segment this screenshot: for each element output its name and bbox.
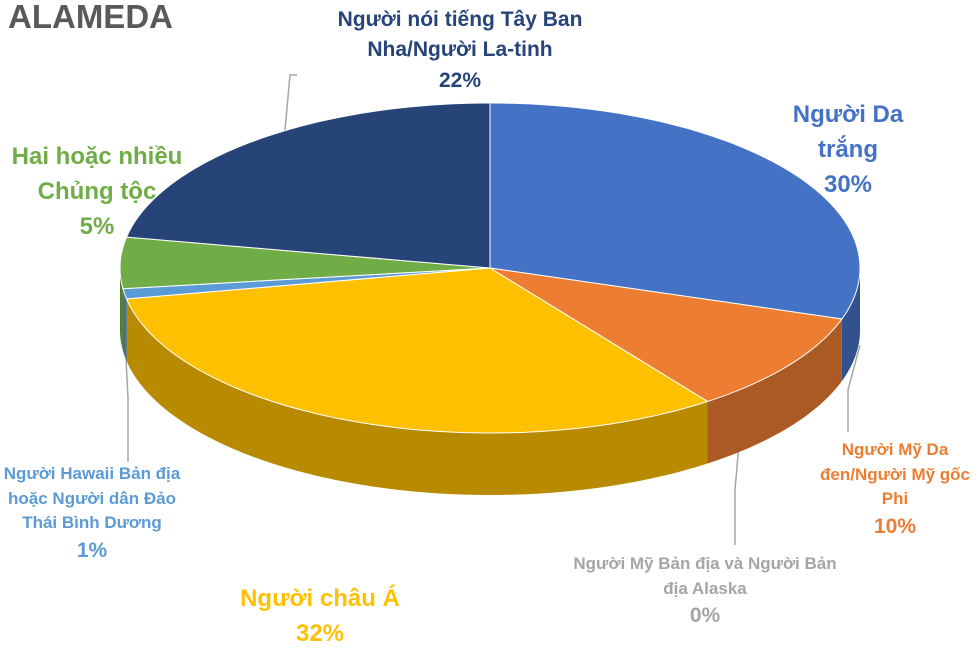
chart-title: ALAMEDA [8,0,173,35]
value-label: 32% [295,619,345,647]
slice [119,236,491,290]
category-label: Người Da trắng [792,101,904,163]
leader-line [282,74,297,153]
data-label: Hai hoặc nhiều Chủng tộc 5% [2,140,192,244]
category-label: Người nói tiếng Tây Ban Nha/Người La-tin… [337,8,583,62]
slice-side [120,268,123,351]
pie-tops [119,102,861,434]
leader-line [847,344,861,432]
category-label: Người Mỹ Bản địa và Người Bản địa Alaska [573,554,837,598]
value-label: 0% [689,604,721,628]
slice [125,267,709,434]
category-label: Người Mỹ Da đen/Người Mỹ gốc Phi [820,440,971,509]
data-label: Người Mỹ Bản địa và Người Bản địa Alaska… [565,552,845,632]
data-label: Người Mỹ Da đen/Người Mỹ gốc Phi 10% [820,438,970,542]
slice-side-shade [122,288,127,361]
value-label: 10% [873,514,917,538]
data-label: Người nói tiếng Tây Ban Nha/Người La-tin… [300,5,620,96]
slice [489,267,843,403]
data-label: Người Hawaii Bản địa hoặc Người dân Đảo … [2,462,182,566]
slice-side [122,288,127,361]
slice-side-shade [707,318,842,464]
category-label: Người châu Á [240,585,400,612]
value-label: 30% [823,170,873,198]
slice-side [841,268,860,381]
slice [489,102,861,320]
data-label: Người Da trắng 30% [763,98,933,202]
slice [125,102,491,269]
slice-side [707,318,842,464]
slice-side-shade [120,268,123,351]
slice-side-shade [841,268,860,381]
value-label: 5% [79,212,115,240]
category-label: Hai hoặc nhiều Chủng tộc [11,143,183,205]
value-label: 1% [76,538,108,562]
value-label: 22% [438,68,482,92]
slice-side [126,298,708,495]
pie-sides [120,268,860,495]
category-label: Người Hawaii Bản địa hoặc Người dân Đảo … [3,464,181,533]
slice-side-shade [126,298,708,495]
data-label: Người châu Á 32% [190,582,450,652]
